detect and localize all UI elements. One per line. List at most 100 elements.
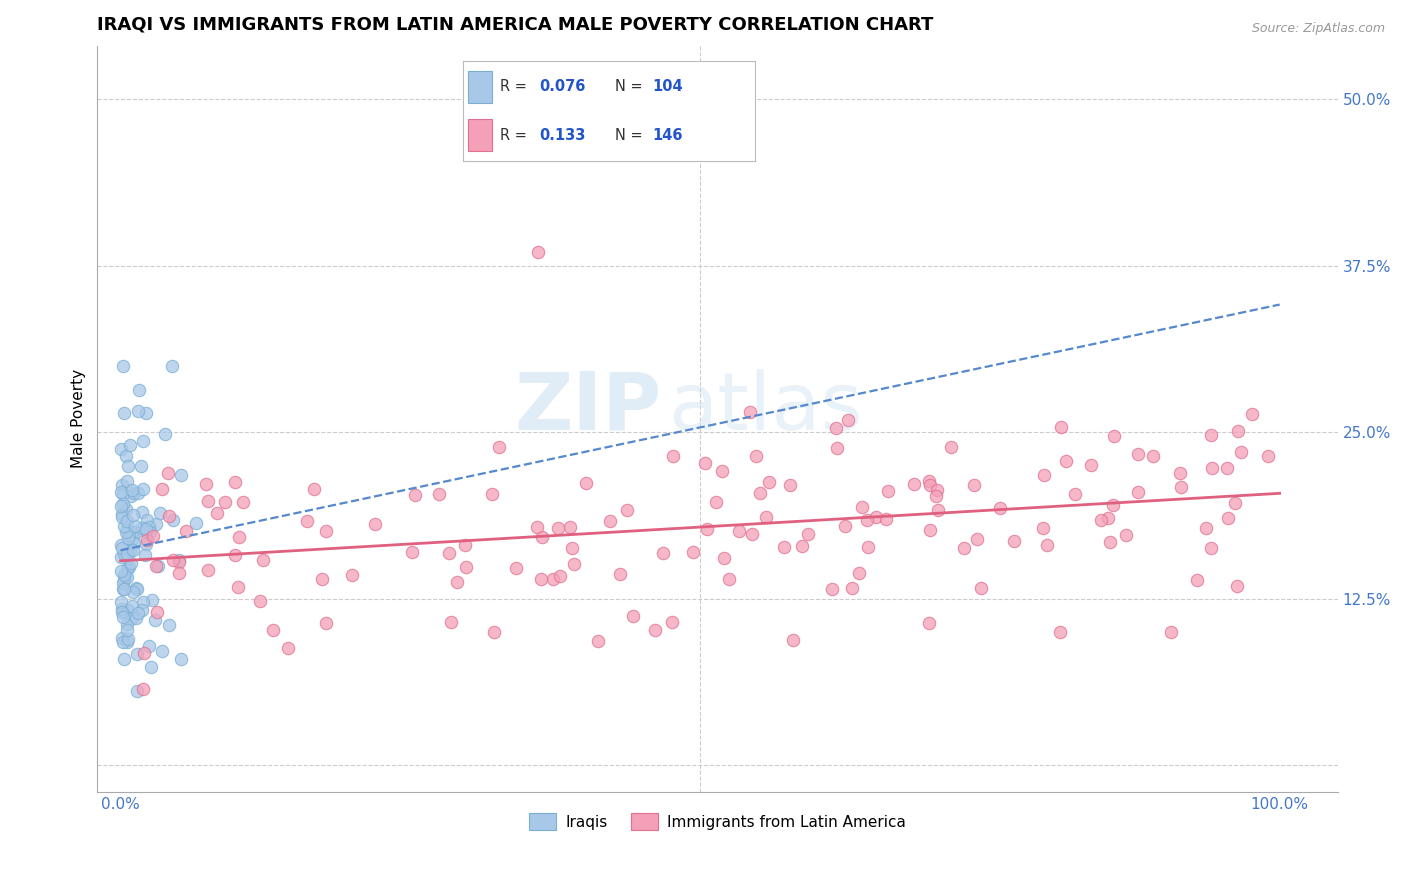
Point <box>710 464 733 478</box>
Point <box>112 582 135 596</box>
Point <box>117 634 139 648</box>
Point <box>1223 496 1246 510</box>
Point <box>865 510 887 524</box>
Point <box>117 531 139 545</box>
Point <box>122 508 145 523</box>
Point <box>214 495 236 509</box>
Point <box>124 536 146 550</box>
Point <box>834 519 856 533</box>
Point <box>599 514 621 528</box>
Point <box>110 485 132 500</box>
Point <box>112 635 135 649</box>
Point <box>1199 428 1222 442</box>
Point <box>135 522 157 536</box>
Point <box>481 487 503 501</box>
Point <box>111 507 134 521</box>
Point <box>184 516 207 530</box>
Point <box>110 595 132 609</box>
Point <box>156 466 179 480</box>
Point <box>170 652 193 666</box>
Point <box>111 602 134 616</box>
Text: IRAQI VS IMMIGRANTS FROM LATIN AMERICA MALE POVERTY CORRELATION CHART: IRAQI VS IMMIGRANTS FROM LATIN AMERICA M… <box>97 15 934 33</box>
Point <box>340 568 363 582</box>
Point <box>662 449 685 463</box>
Point <box>1201 460 1223 475</box>
Point <box>121 599 143 614</box>
Point <box>115 569 138 583</box>
Point <box>138 639 160 653</box>
Point <box>115 562 138 576</box>
Point <box>1097 511 1119 525</box>
Point <box>1195 521 1218 535</box>
Point <box>111 605 134 619</box>
Point <box>125 684 148 698</box>
Point <box>134 646 156 660</box>
Point <box>124 518 146 533</box>
Point <box>1002 534 1025 549</box>
Point <box>364 517 387 532</box>
Point <box>110 538 132 552</box>
Point <box>315 616 337 631</box>
Point <box>1033 468 1056 483</box>
Y-axis label: Male Poverty: Male Poverty <box>72 369 86 468</box>
Point <box>170 467 193 482</box>
Point <box>110 550 132 565</box>
Point <box>135 537 157 551</box>
Point <box>454 538 477 552</box>
Point <box>876 483 898 498</box>
Point <box>129 459 152 474</box>
Point <box>111 497 134 511</box>
Point <box>131 602 153 616</box>
Point <box>125 582 148 597</box>
Point <box>1199 541 1222 556</box>
Point <box>693 456 716 470</box>
Point <box>454 559 477 574</box>
Point <box>530 572 553 586</box>
Legend: Iraqis, Immigrants from Latin America: Iraqis, Immigrants from Latin America <box>523 806 912 837</box>
Point <box>131 505 153 519</box>
Point <box>856 513 879 527</box>
Point <box>115 449 138 463</box>
Point <box>122 531 145 545</box>
Point <box>195 477 218 491</box>
Point <box>790 539 813 553</box>
Point <box>162 514 184 528</box>
Point <box>111 631 134 645</box>
Point <box>1257 449 1279 463</box>
Point <box>127 404 149 418</box>
Point <box>110 565 132 579</box>
Point <box>112 582 135 596</box>
Point <box>1049 625 1071 640</box>
Point <box>111 510 134 524</box>
Point <box>149 506 172 520</box>
Point <box>174 524 197 538</box>
Point <box>167 553 190 567</box>
Point <box>139 524 162 539</box>
Point <box>586 634 609 648</box>
Text: Source: ZipAtlas.com: Source: ZipAtlas.com <box>1251 22 1385 36</box>
Point <box>562 557 585 571</box>
Point <box>541 572 564 586</box>
Point <box>112 547 135 561</box>
Point <box>131 521 153 535</box>
Point <box>125 524 148 539</box>
Point <box>1115 527 1137 541</box>
Point <box>1102 498 1125 512</box>
Point <box>825 441 848 455</box>
Point <box>205 506 228 520</box>
Point <box>925 489 948 503</box>
Point <box>110 442 132 457</box>
Point <box>738 405 761 419</box>
Point <box>224 475 246 489</box>
Point <box>197 563 219 577</box>
Point <box>1036 537 1059 551</box>
Point <box>110 478 132 492</box>
Point <box>127 606 149 620</box>
Point <box>112 575 135 590</box>
Point <box>1185 574 1208 588</box>
Point <box>150 643 173 657</box>
Point <box>122 524 145 539</box>
Point <box>505 561 527 575</box>
Point <box>162 552 184 566</box>
Point <box>111 541 134 555</box>
